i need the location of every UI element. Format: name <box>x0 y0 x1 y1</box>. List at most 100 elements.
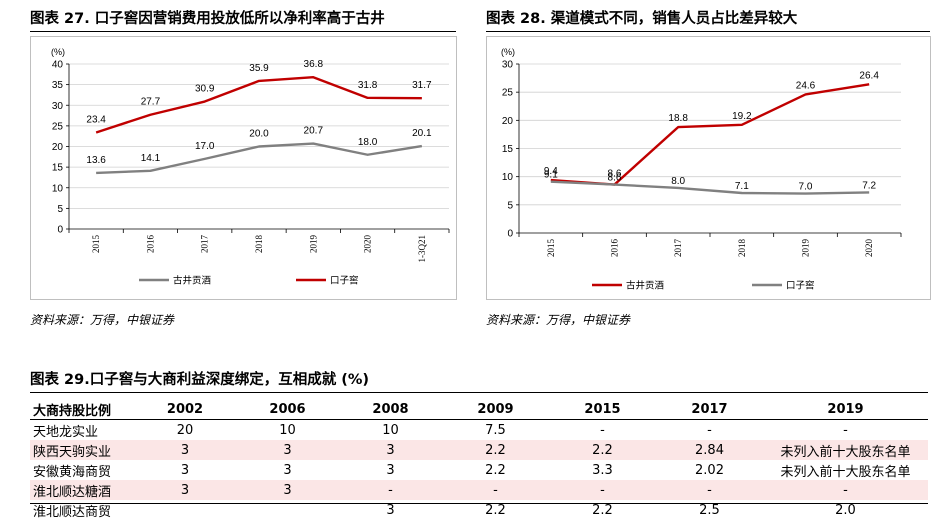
data-label: 36.8 <box>304 59 324 70</box>
table-cell: 2.2 <box>485 462 506 478</box>
table-cell: 3 <box>386 462 395 478</box>
table-cell: 天地龙实业 <box>33 424 99 440</box>
table-cell: - <box>707 422 712 438</box>
table-cell: 2.84 <box>656 440 763 460</box>
x-tick-label: 2016 <box>145 235 155 254</box>
table-cell: 2.02 <box>695 462 724 478</box>
y-tick-label: 5 <box>507 200 513 211</box>
data-label: 27.7 <box>141 97 161 108</box>
figure-28-svg: (%) 0 5 10 15 20 25 30 2015 2016 2017 2018 2019 2020 9… <box>501 47 902 295</box>
table-cell: - <box>442 480 549 500</box>
legend <box>71 270 411 290</box>
table-cell: 3 <box>134 480 236 500</box>
table-cell: 未列入前十大股东名单 <box>763 440 928 460</box>
x-tick-label: 2018 <box>254 235 264 254</box>
x-tick-label: 1-3Q21 <box>417 235 427 263</box>
x-tick-label: 2020 <box>864 239 874 258</box>
series-line-2 <box>550 180 870 195</box>
x-tick-label: 2017 <box>673 239 683 258</box>
data-label: 14.1 <box>141 153 161 164</box>
table-cell: 2.5 <box>699 502 720 518</box>
table-cell: - <box>339 480 442 500</box>
legend-label: 口子窖 <box>786 280 815 292</box>
data-label: 7.1 <box>735 181 749 192</box>
data-label: 23.4 <box>86 114 106 125</box>
x-tick-label: 2015 <box>91 235 101 254</box>
table-bottom-rule <box>30 503 928 504</box>
table-header-cell: 大商持股比例 <box>33 404 112 419</box>
figure-28-rule <box>486 31 930 32</box>
x-tick-label: 2019 <box>308 235 318 254</box>
legend <box>527 275 867 295</box>
table-cell: 3 <box>339 440 442 460</box>
table-cell: - <box>763 480 928 500</box>
y-tick-label: 15 <box>502 144 514 155</box>
table-cell: - <box>843 422 848 438</box>
table-cell: 7.5 <box>485 422 506 438</box>
data-label: 31.8 <box>358 80 378 91</box>
table-header-cell: 2015 <box>584 402 621 417</box>
data-label: 20.7 <box>304 126 324 137</box>
y-tick-label: 20 <box>502 116 514 127</box>
table-header-cell: 2006 <box>269 402 306 417</box>
table-cell: 3 <box>236 440 339 460</box>
table-cell: 10 <box>382 422 399 438</box>
legend-label: 口子窖 <box>330 275 359 287</box>
table-cell: 3 <box>386 502 395 518</box>
table-cell: 3 <box>180 462 190 478</box>
table-header-cell: 2009 <box>477 402 514 417</box>
figure-29-title: 图表 29.口子窖与大商利益深度绑定，互相成就 (%) <box>30 372 370 388</box>
table-cell: 2.2 <box>592 502 613 518</box>
data-label: 8.0 <box>671 176 685 187</box>
table-cell: 未列入前十大股东名单 <box>780 464 911 480</box>
data-label: 7.0 <box>799 182 813 193</box>
data-label: 18.0 <box>358 137 378 148</box>
figure-27-svg: (%) 0 5 10 15 20 25 30 35 40 2015 2016 2017 2018 2019 2… <box>51 47 450 290</box>
y-tick-label: 0 <box>57 225 63 236</box>
table-row: 淮北顺达商贸 3 2.2 2.2 2.5 2.0 <box>30 500 928 520</box>
table-cell: 20 <box>176 422 194 438</box>
table-cell: 2.2 <box>485 502 506 518</box>
data-label: 8.6 <box>608 169 622 180</box>
data-label: 8.6 <box>608 173 622 184</box>
table-row: 天地龙实业 20 10 10 7.5 - - - <box>30 420 928 441</box>
table-cell: 2.0 <box>835 502 856 518</box>
data-label: 30.9 <box>195 84 215 95</box>
table-cell: 3 <box>236 480 339 500</box>
y-axis-unit-label: (%) <box>501 47 515 57</box>
table-cell: 2.2 <box>549 440 656 460</box>
shareholding-table: 大商持股比例 2002 2006 2008 2009 2015 2017 201… <box>30 400 928 520</box>
table-cell: 淮北顺达商贸 <box>33 504 112 520</box>
y-tick-label: 35 <box>52 80 64 91</box>
y-tick-label: 20 <box>52 142 64 153</box>
y-tick-label: 25 <box>502 88 514 99</box>
y-tick-label: 0 <box>507 229 513 240</box>
data-label: 20.0 <box>249 129 269 140</box>
figure-27-chart: (%) 0 5 10 15 20 25 30 35 40 2015 2016 2017 2018 2019 2… <box>30 36 457 300</box>
table-cell: 3 <box>283 462 292 478</box>
figure-27-title: 图表 27. 口子窖因营销费用投放低所以净利率高于古井 <box>30 11 385 27</box>
data-label: 19.2 <box>732 111 752 122</box>
y-tick-label: 40 <box>52 60 64 71</box>
x-tick-label: 2017 <box>200 235 210 254</box>
table-row: 淮北顺达糖酒 3 3 - - - - - <box>30 480 928 500</box>
table-header-cell: 2019 <box>827 402 864 417</box>
series-line-1 <box>550 83 870 186</box>
data-label: 7.2 <box>862 180 876 191</box>
figure-27-source: 资料来源：万得，中银证券 <box>30 313 175 327</box>
data-label: 24.6 <box>796 80 816 91</box>
table-header-cell: 2017 <box>691 402 728 417</box>
y-tick-label: 10 <box>502 172 514 183</box>
data-label: 26.4 <box>859 70 879 81</box>
data-label: 9.4 <box>544 166 558 177</box>
x-tick-label: 2016 <box>610 239 620 258</box>
table-cell: 10 <box>279 422 296 438</box>
data-label: 31.7 <box>412 80 432 91</box>
table-header-cell: 2008 <box>372 402 409 417</box>
table-header-cell: 2002 <box>166 402 204 417</box>
table-cell: 陕西天驹实业 <box>30 440 134 460</box>
table-cell: 淮北顺达糖酒 <box>30 480 134 500</box>
table-row: 安徽黄海商贸 3 3 3 2.2 3.3 2.02 未列入前十大股东名单 <box>30 460 928 480</box>
y-tick-label: 10 <box>52 183 64 194</box>
legend-label: 古井贡酒 <box>626 280 665 292</box>
